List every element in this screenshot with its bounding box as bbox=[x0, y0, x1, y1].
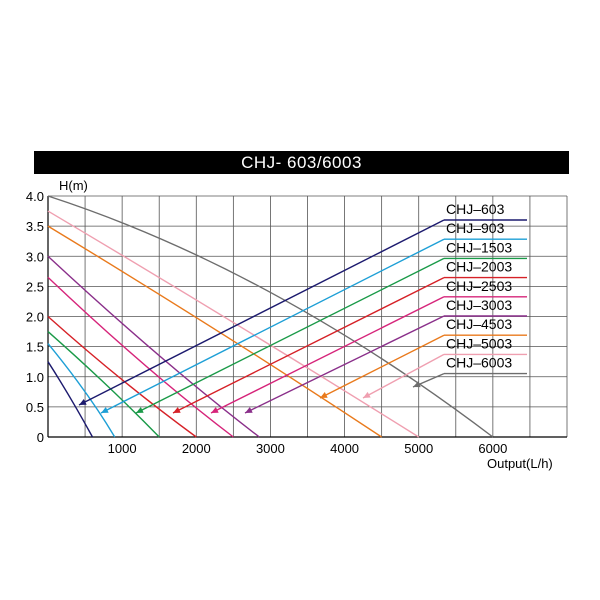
legend-arrowhead bbox=[136, 406, 144, 413]
x-tick-label: 2000 bbox=[182, 441, 211, 456]
legend: CHJ–603 CHJ–903 CHJ–1503 CHJ–2003 CHJ–2503 CH… bbox=[444, 201, 527, 375]
series-line bbox=[47, 276, 234, 438]
legend-label: CHJ–6003 bbox=[446, 355, 512, 371]
legend-label: CHJ–603 bbox=[446, 201, 505, 217]
y-tick-label: 0.5 bbox=[26, 400, 44, 415]
x-axis-label: Output(L/h) bbox=[487, 456, 553, 471]
x-tick-label: 3000 bbox=[256, 441, 285, 456]
x-tick-label: 4000 bbox=[330, 441, 359, 456]
legend-label: CHJ–2503 bbox=[446, 278, 512, 294]
legend-label: CHJ–3003 bbox=[446, 297, 512, 313]
series-line bbox=[47, 315, 197, 438]
legend-leader-line bbox=[244, 315, 445, 414]
series-line bbox=[47, 195, 494, 438]
legend-leader-line bbox=[78, 219, 445, 406]
y-tick-label: 1.0 bbox=[26, 370, 44, 385]
legend-label: CHJ–903 bbox=[446, 220, 505, 236]
legend-arrowhead bbox=[101, 406, 109, 413]
legend-arrowhead bbox=[211, 407, 219, 413]
y-tick-label: 0 bbox=[37, 430, 44, 445]
legend-leader-line bbox=[362, 353, 445, 399]
y-tick-label: 3.5 bbox=[26, 219, 44, 234]
legend-leader-line bbox=[319, 334, 445, 399]
y-tick-label: 4.0 bbox=[26, 189, 44, 204]
legend-leader-line bbox=[172, 276, 445, 414]
series-line bbox=[47, 255, 260, 438]
series-line bbox=[47, 361, 94, 438]
series-line bbox=[47, 343, 116, 438]
series-line bbox=[47, 225, 383, 438]
legend-label: CHJ–5003 bbox=[446, 335, 512, 351]
tick-labels: 0 0.5 1.0 1.5 2.0 2.5 3.0 3.5 4.0 1000 2000 3000 400… bbox=[26, 189, 507, 456]
x-tick-label: 6000 bbox=[478, 441, 507, 456]
y-tick-label: 1.5 bbox=[26, 340, 44, 355]
series-line bbox=[47, 331, 160, 438]
series-line bbox=[47, 210, 420, 438]
series-lines bbox=[47, 195, 494, 438]
legend-arrowhead bbox=[79, 398, 87, 405]
y-tick-label: 3.0 bbox=[26, 249, 44, 264]
y-axis-label: H(m) bbox=[59, 178, 88, 193]
x-tick-label: 5000 bbox=[404, 441, 433, 456]
chart-title: CHJ- 603/6003 bbox=[34, 151, 569, 174]
legend-arrowhead bbox=[413, 381, 421, 388]
legend-arrows bbox=[78, 219, 445, 414]
legend-arrowhead bbox=[245, 407, 253, 413]
legend-leader-line bbox=[135, 257, 445, 414]
legend-leader-line bbox=[210, 296, 445, 414]
legend-leader-line bbox=[100, 238, 445, 414]
x-tick-label: 1000 bbox=[108, 441, 137, 456]
legend-label: CHJ–1503 bbox=[446, 239, 512, 255]
y-tick-label: 2.0 bbox=[26, 310, 44, 325]
legend-arrowhead bbox=[173, 407, 181, 413]
grid bbox=[47, 195, 568, 438]
legend-label: CHJ–2003 bbox=[446, 259, 512, 275]
legend-arrowhead bbox=[320, 391, 328, 398]
legend-label: CHJ–4503 bbox=[446, 316, 512, 332]
legend-arrowhead bbox=[363, 391, 371, 398]
y-tick-label: 2.5 bbox=[26, 279, 44, 294]
